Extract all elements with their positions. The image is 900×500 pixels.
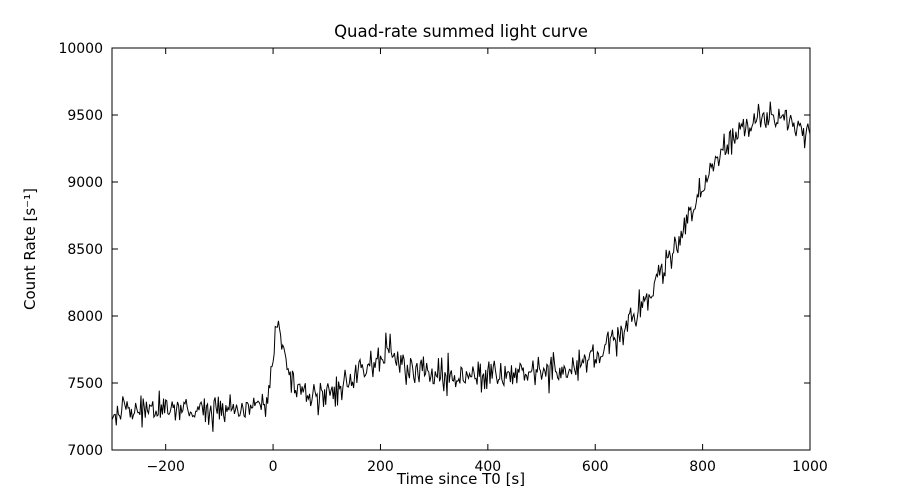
y-tick-label: 10000 bbox=[58, 41, 103, 57]
y-tick-label: 7500 bbox=[67, 376, 103, 392]
y-tick-label: 9000 bbox=[67, 175, 103, 191]
x-tick-label: 600 bbox=[582, 459, 609, 475]
y-tick-label: 7000 bbox=[67, 443, 103, 459]
x-tick-label: 1000 bbox=[792, 459, 828, 475]
chart-title: Quad-rate summed light curve bbox=[334, 22, 588, 41]
y-tick-label: 8000 bbox=[67, 309, 103, 325]
x-axis-label: Time since T0 [s] bbox=[396, 470, 526, 488]
x-tick-label: −200 bbox=[146, 459, 184, 475]
x-tick-label: 200 bbox=[367, 459, 394, 475]
y-tick-label: 9500 bbox=[67, 108, 103, 124]
x-tick-label: 800 bbox=[689, 459, 716, 475]
light-curve-line bbox=[112, 101, 810, 432]
x-tick-label: 400 bbox=[474, 459, 501, 475]
x-tick-label: 0 bbox=[269, 459, 278, 475]
y-tick-label: 8500 bbox=[67, 242, 103, 258]
axes-frame bbox=[111, 47, 811, 451]
